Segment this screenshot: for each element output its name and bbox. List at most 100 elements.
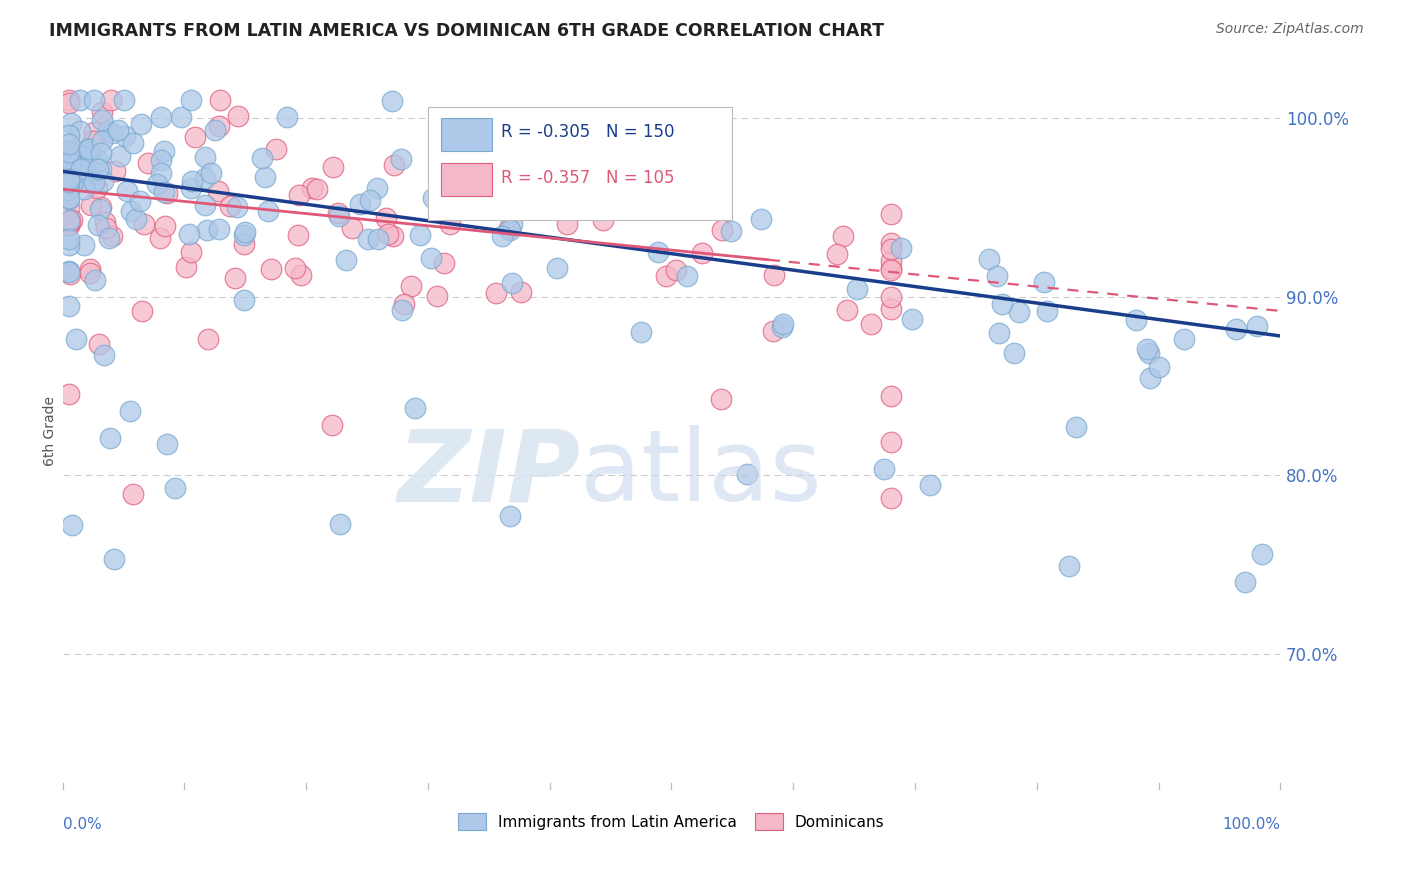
FancyBboxPatch shape <box>427 107 733 219</box>
Point <box>264 142 287 156</box>
Point <box>110 149 132 163</box>
Point <box>735 467 758 481</box>
Point <box>58 174 80 188</box>
Point <box>772 317 794 331</box>
Point <box>97 123 120 137</box>
Point <box>516 171 538 186</box>
Point <box>879 491 901 506</box>
Point <box>58 96 80 111</box>
Point <box>524 168 547 182</box>
Point <box>510 285 533 299</box>
Point <box>180 181 202 195</box>
Point <box>1139 370 1161 384</box>
Point <box>357 232 380 246</box>
Point <box>58 128 80 142</box>
Point <box>77 142 100 156</box>
Point <box>233 225 256 239</box>
Point <box>1136 343 1159 357</box>
Point <box>59 214 82 228</box>
Point <box>79 145 101 160</box>
Point <box>58 181 80 195</box>
Point <box>89 202 111 216</box>
Point <box>257 203 280 218</box>
Point <box>163 481 186 495</box>
Point <box>121 486 143 500</box>
Point <box>58 137 80 152</box>
Text: 0.0%: 0.0% <box>63 817 101 832</box>
Point <box>69 162 91 177</box>
Point <box>250 152 273 166</box>
Point <box>180 93 202 107</box>
Point <box>86 162 108 177</box>
Point <box>749 212 772 227</box>
Point <box>194 150 217 164</box>
Point <box>900 311 922 326</box>
Point <box>180 174 202 188</box>
Point <box>977 252 1000 267</box>
Point <box>988 326 1011 340</box>
Point <box>90 112 112 127</box>
Point <box>180 244 202 259</box>
Point <box>90 134 112 148</box>
Point <box>1002 345 1025 359</box>
Point <box>761 324 783 338</box>
Point <box>1008 305 1031 319</box>
Point <box>326 205 349 219</box>
Point <box>409 228 432 243</box>
Point <box>87 337 110 351</box>
Point <box>335 253 357 268</box>
Point <box>690 246 713 260</box>
Point <box>1234 575 1257 590</box>
Point <box>195 223 218 237</box>
Text: 100.0%: 100.0% <box>1222 817 1281 832</box>
Point <box>873 462 896 476</box>
Point <box>367 232 389 246</box>
Point <box>426 289 449 303</box>
Point <box>555 217 578 231</box>
Point <box>499 223 522 237</box>
Point <box>359 193 381 207</box>
Point <box>986 268 1008 283</box>
Point <box>101 126 124 140</box>
Point <box>879 263 901 277</box>
Point <box>149 153 172 168</box>
Point <box>194 170 217 185</box>
Text: R = -0.357   N = 105: R = -0.357 N = 105 <box>501 169 675 187</box>
Point <box>422 191 444 205</box>
Point <box>134 217 156 231</box>
Point <box>219 199 242 213</box>
Point <box>58 172 80 186</box>
Point <box>420 251 443 265</box>
Point <box>1251 547 1274 561</box>
Point <box>672 186 695 200</box>
Text: atlas: atlas <box>581 425 821 522</box>
FancyBboxPatch shape <box>441 163 492 196</box>
Point <box>58 387 80 401</box>
Point <box>58 183 80 197</box>
Point <box>879 253 901 268</box>
Point <box>207 184 229 198</box>
Point <box>62 212 84 227</box>
Point <box>287 187 309 202</box>
Point <box>112 93 135 107</box>
Point <box>153 219 176 234</box>
Point <box>58 145 80 160</box>
Point <box>90 200 112 214</box>
Point <box>879 261 901 276</box>
Point <box>439 217 461 231</box>
Point <box>83 125 105 139</box>
Point <box>484 197 506 211</box>
Point <box>276 110 298 124</box>
Point <box>58 232 80 246</box>
Point <box>389 152 412 166</box>
Point <box>399 278 422 293</box>
Point <box>846 282 869 296</box>
Point <box>382 158 405 172</box>
Point <box>287 227 309 242</box>
Point <box>207 222 229 236</box>
Point <box>80 198 103 212</box>
Point <box>831 228 853 243</box>
Point <box>498 221 520 235</box>
Point <box>226 109 249 123</box>
Point <box>328 209 350 223</box>
